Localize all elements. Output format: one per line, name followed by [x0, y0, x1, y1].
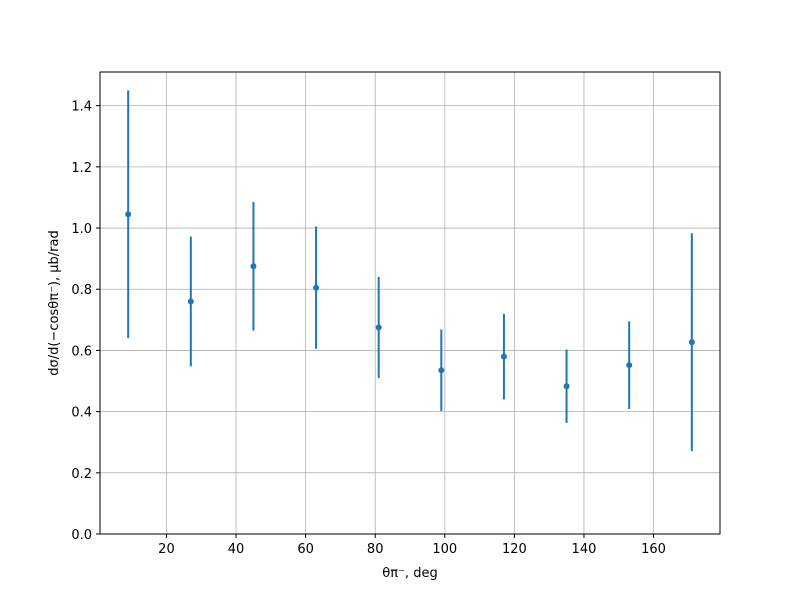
x-tick-label: 100	[432, 542, 457, 557]
data-point	[375, 324, 382, 331]
data-point	[187, 298, 194, 305]
x-axis-label: θπ⁻, deg	[382, 566, 437, 581]
data-point	[438, 367, 445, 374]
x-tick-label: 120	[502, 542, 527, 557]
y-tick-label: 0.2	[71, 467, 92, 482]
y-tick-label: 0.6	[71, 344, 92, 359]
data-point	[500, 353, 507, 360]
y-tick-label: 0.0	[71, 528, 92, 543]
data-point	[688, 339, 695, 346]
data-point	[563, 383, 570, 390]
data-point	[313, 284, 320, 291]
data-point	[250, 263, 257, 270]
y-tick-label: 0.8	[71, 283, 92, 298]
y-tick-label: 1.0	[71, 222, 92, 237]
y-tick-label: 1.2	[71, 161, 92, 176]
data-point	[626, 362, 633, 369]
x-tick-label: 40	[228, 542, 245, 557]
x-tick-label: 80	[367, 542, 384, 557]
x-tick-label: 20	[158, 542, 175, 557]
x-tick-label: 160	[641, 542, 666, 557]
x-tick-label: 140	[572, 542, 597, 557]
y-tick-label: 1.4	[71, 100, 92, 115]
y-tick-label: 0.4	[71, 406, 92, 421]
y-axis-label: dσ/d(−cosθπ⁻), μb/rad	[47, 230, 62, 375]
plot-frame	[99, 71, 721, 535]
data-point	[125, 211, 132, 218]
x-tick-label: 60	[297, 542, 314, 557]
